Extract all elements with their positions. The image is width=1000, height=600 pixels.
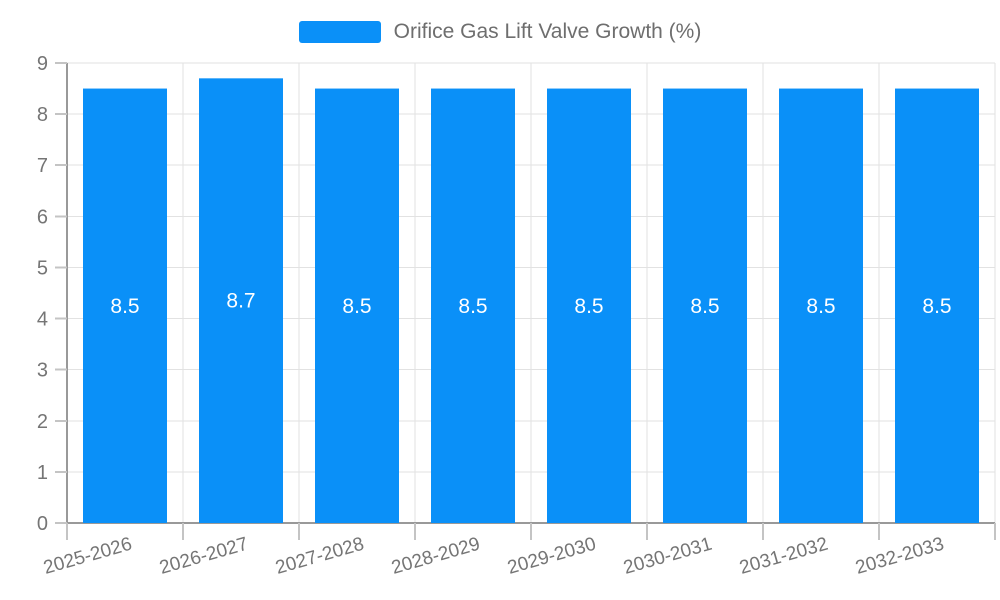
y-axis-tick-label: 0 [37,513,48,535]
bar-value-label: 8.5 [806,295,835,318]
legend-item[interactable]: Orifice Gas Lift Valve Growth (%) [298,20,702,44]
bar-value-label: 8.5 [574,295,603,318]
bar-value-label: 8.5 [690,295,719,318]
x-axis-tick-label: 2031-2032 [737,534,830,579]
bar-2025-2026[interactable] [83,88,167,524]
y-axis-tick-label: 2 [37,411,48,433]
bar-2029-2030[interactable] [547,88,631,524]
x-axis-tick-label: 2028-2029 [389,534,482,579]
bar-2030-2031[interactable] [663,88,747,524]
bar-value-label: 8.5 [342,295,371,318]
y-axis-tick-label: 4 [37,309,48,331]
x-axis-tick-label: 2032-2033 [853,534,946,579]
bar-2027-2028[interactable] [315,88,399,524]
y-axis-tick-label: 8 [37,104,48,126]
bar-value-label: 8.5 [458,295,487,318]
y-axis-tick-label: 6 [37,206,48,228]
y-axis-tick-label: 9 [37,53,48,75]
y-axis-tick-label: 3 [37,360,48,382]
legend-label: Orifice Gas Lift Valve Growth (%) [393,20,702,43]
legend: Orifice Gas Lift Valve Growth (%) [0,20,1000,44]
y-axis-tick-label: 1 [37,462,48,484]
bar-2026-2027[interactable] [199,78,283,523]
y-axis-tick-label: 7 [37,155,48,177]
bar-value-label: 8.7 [226,290,255,313]
x-axis-tick-label: 2027-2028 [273,534,366,579]
bar-2032-2033[interactable] [895,88,979,524]
y-axis-tick-label: 5 [37,257,48,279]
bar-value-label: 8.5 [110,295,139,318]
bar-value-label: 8.5 [922,295,951,318]
bar-2028-2029[interactable] [431,88,515,524]
x-axis-tick-label: 2029-2030 [505,534,598,579]
x-axis-tick-label: 2025-2026 [41,534,134,579]
x-axis-tick-label: 2030-2031 [621,534,714,579]
x-axis-tick-label: 2026-2027 [157,534,250,579]
legend-swatch [298,21,381,43]
bar-2031-2032[interactable] [779,88,863,524]
